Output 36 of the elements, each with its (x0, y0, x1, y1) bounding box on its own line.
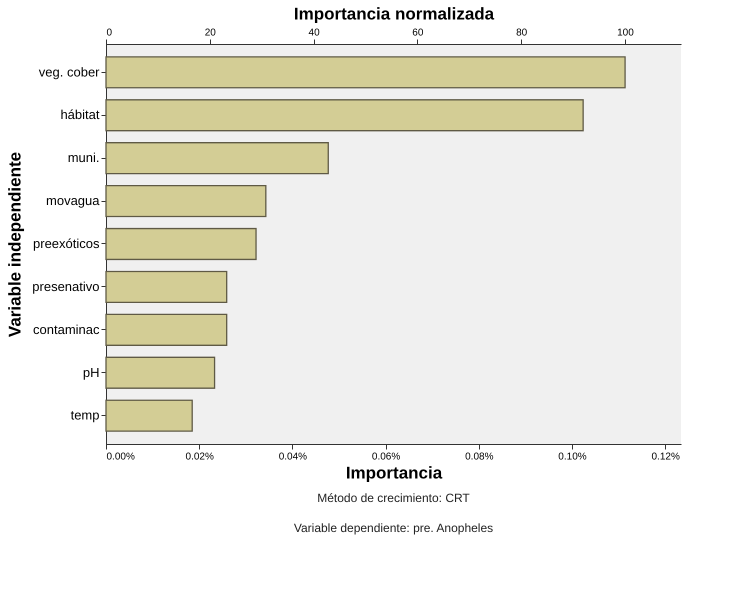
x-axis-title: Importancia (346, 464, 443, 482)
x-tick-label: 0.00% (106, 452, 135, 462)
x2-tick-label: 20 (204, 28, 216, 38)
y-tick-label: veg. cober (38, 64, 100, 80)
x2-tick-label: 60 (412, 28, 424, 38)
bar (105, 270, 228, 304)
bar (105, 142, 329, 174)
x2-tick-label: 80 (516, 28, 528, 38)
bar (105, 314, 228, 346)
y-tick-label: movagua (46, 193, 100, 208)
bar (105, 56, 626, 88)
y-tick-label: presenativo (32, 278, 100, 294)
x-tick-label: 0.02% (186, 452, 214, 462)
x2-tick-label: 40 (308, 28, 320, 38)
x-tick-label: 0.06% (372, 452, 400, 462)
y-tick-label: contaminac (33, 322, 100, 337)
bar (105, 184, 266, 218)
y-axis-title: Variable independiente (5, 152, 24, 338)
y-tick-label: muni. (68, 150, 100, 166)
x-tick-label: 0.12% (651, 452, 680, 462)
bar (105, 99, 584, 132)
bar (105, 356, 216, 389)
y-tick-label: pH (82, 364, 100, 380)
x2-tick-label: 100 (617, 28, 634, 38)
x-tick-label: 0.04% (278, 452, 308, 462)
y-tick-label: hábitat (60, 107, 100, 122)
x-tick-label: 0.08% (465, 452, 494, 462)
x-tick-label: 0.10% (558, 452, 587, 462)
text: Variable dependiente: pre. Anopheles (294, 521, 494, 535)
x2-tick-label: 0 (106, 28, 112, 38)
x2-axis-title: Importancia normalizada (294, 4, 495, 24)
bar (105, 400, 193, 432)
text: Método de crecimiento: CRT (317, 491, 470, 505)
bar (105, 228, 257, 260)
y-tick-label: preexóticos (33, 236, 100, 251)
y-tick-label: temp (70, 408, 100, 423)
